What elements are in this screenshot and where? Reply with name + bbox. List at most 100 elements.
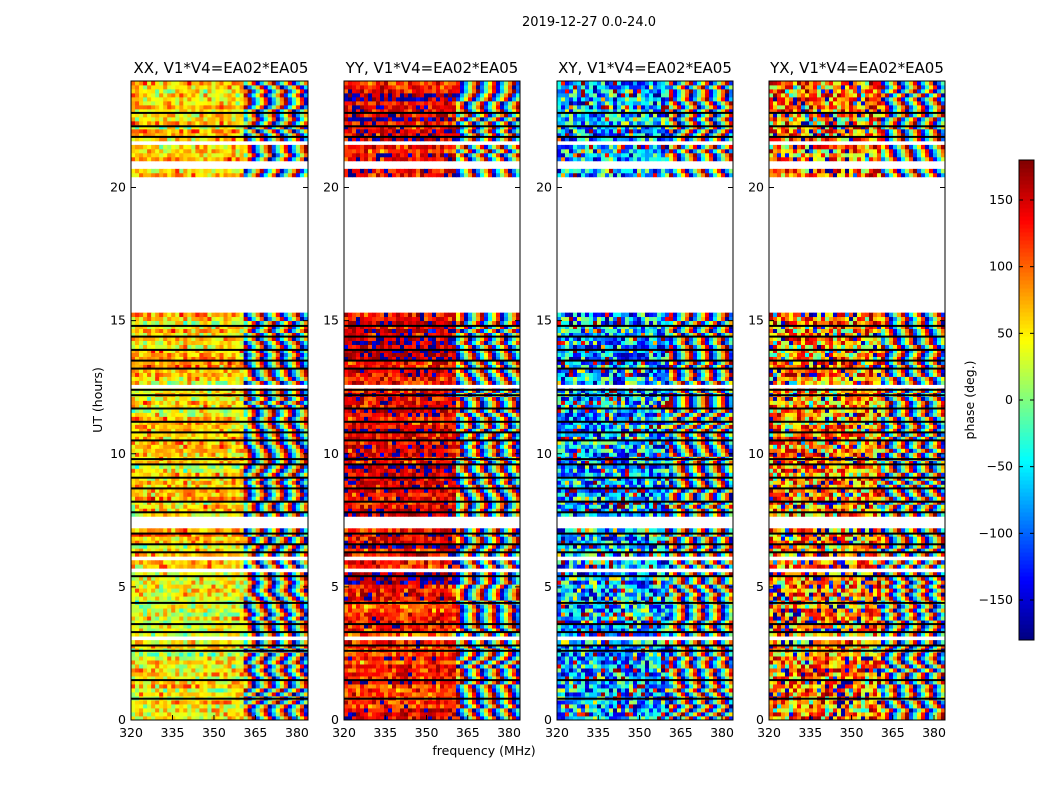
heatmap-cell [219, 92, 224, 98]
heatmap-cell [259, 312, 265, 318]
heatmap-cell [251, 312, 257, 318]
heatmap-cell [239, 620, 245, 625]
heatmap-cell [263, 704, 269, 709]
heatmap-cell [219, 148, 224, 154]
heatmap-cell [143, 444, 148, 449]
heatmap-cell [247, 472, 253, 477]
heatmap-cell [255, 172, 261, 178]
heatmap-cell [247, 92, 253, 98]
heatmap-cell [131, 472, 136, 477]
heatmap-cell [295, 640, 301, 645]
heatmap-cell [227, 544, 232, 549]
heatmap-cell [231, 120, 236, 126]
heatmap-cell [259, 416, 265, 421]
heatmap-cell [183, 540, 188, 545]
heatmap-cell [235, 572, 241, 577]
heatmap-cell [215, 652, 220, 657]
heatmap-cell [167, 580, 172, 585]
heatmap-cell [147, 172, 152, 178]
heatmap-cell [143, 172, 148, 178]
heatmap-cell [271, 468, 277, 473]
heatmap-cell [235, 480, 241, 485]
heatmap-cell [203, 452, 208, 457]
heatmap-cell [139, 608, 144, 613]
heatmap-cell [231, 168, 236, 174]
heatmap-cell [195, 640, 200, 645]
heatmap-cell [175, 340, 180, 345]
heatmap-cell [187, 172, 192, 178]
heatmap-cell [255, 444, 261, 449]
heatmap-cell [195, 536, 200, 541]
heatmap-cell [191, 576, 196, 581]
heatmap-cell [287, 168, 293, 174]
heatmap-cell [183, 352, 188, 357]
heatmap-cell [263, 480, 269, 485]
heatmap-cell [167, 536, 172, 541]
heatmap-cell [279, 528, 285, 533]
heatmap-cell [131, 668, 136, 673]
heatmap-cell [135, 612, 140, 617]
heatmap-cell [263, 96, 269, 102]
heatmap-cell [131, 120, 136, 126]
heatmap-cell [207, 104, 212, 110]
heatmap-cell [139, 624, 144, 629]
heatmap-cell [171, 540, 176, 545]
heatmap-cell [207, 316, 212, 322]
heatmap-cell [135, 564, 140, 569]
heatmap-cell [295, 484, 301, 489]
heatmap-cell [287, 432, 293, 437]
heatmap-cell [147, 552, 152, 557]
heatmap-cell [183, 676, 188, 681]
heatmap-cell [211, 436, 216, 441]
heatmap-cell [247, 604, 253, 609]
heatmap-cell [163, 172, 168, 178]
heatmap-cell [195, 464, 200, 469]
heatmap-cell [139, 504, 144, 509]
heatmap-cell [215, 512, 220, 517]
heatmap-cell [223, 424, 228, 429]
heatmap-cell [211, 624, 216, 629]
heatmap-cell [151, 92, 156, 98]
heatmap-cell [267, 604, 273, 609]
heatmap-cell [143, 608, 148, 613]
heatmap-cell [299, 444, 305, 449]
heatmap-cell [191, 712, 196, 717]
heatmap-cell [299, 572, 305, 577]
heatmap-cell [167, 396, 172, 401]
heatmap-cell [179, 704, 184, 709]
heatmap-cell [263, 508, 269, 513]
heatmap-cell [163, 156, 168, 162]
heatmap-cell [259, 104, 265, 110]
heatmap-cell [231, 708, 236, 713]
heatmap-cell [167, 436, 172, 441]
heatmap-cell [243, 536, 249, 541]
heatmap-cell [151, 672, 156, 677]
heatmap-cell [255, 416, 261, 421]
heatmap-cell [275, 652, 281, 657]
heatmap-cell [291, 604, 297, 609]
heatmap-cell [139, 588, 144, 593]
heatmap-cell [255, 464, 261, 469]
heatmap-cell [171, 152, 176, 158]
heatmap-cell [299, 436, 305, 441]
heatmap-cell [191, 440, 196, 445]
heatmap-cell [243, 156, 249, 162]
heatmap-cell [247, 660, 253, 665]
heatmap-cell [151, 560, 156, 565]
heatmap-cell [159, 312, 164, 318]
heatmap-cell [147, 116, 152, 122]
heatmap-cell [299, 448, 305, 453]
heatmap-cell [187, 668, 192, 673]
heatmap-cell [203, 612, 208, 617]
heatmap-cell [159, 444, 164, 449]
heatmap-cell [271, 564, 277, 569]
heatmap-cell [259, 96, 265, 102]
heatmap-cell [183, 584, 188, 589]
heatmap-cell [175, 448, 180, 453]
heatmap-cell [155, 692, 160, 697]
heatmap-cell [227, 104, 232, 110]
heatmap-cell [223, 148, 228, 154]
heatmap-cell [239, 512, 245, 517]
heatmap-cell [247, 664, 253, 669]
heatmap-cell [231, 316, 236, 322]
